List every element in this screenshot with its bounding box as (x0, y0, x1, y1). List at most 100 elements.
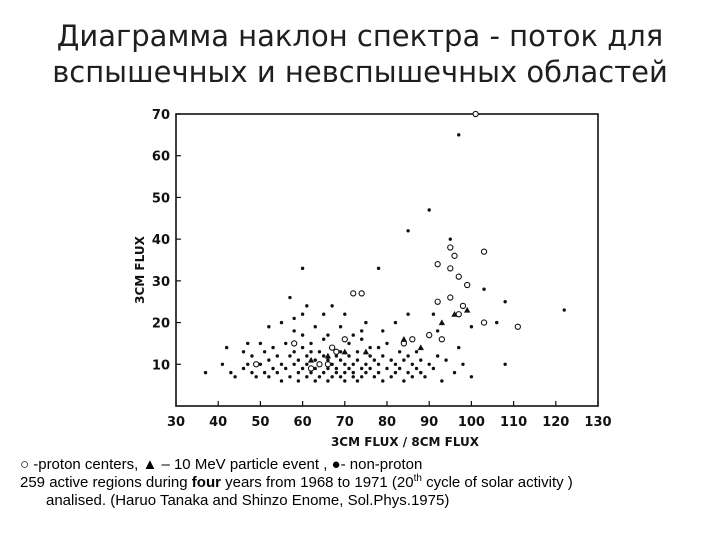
filled-point (313, 366, 317, 371)
filled-point (322, 312, 326, 316)
filled-point (351, 333, 355, 337)
caption-text-part: years from 1968 to 1971 (20 (220, 474, 414, 491)
y-tick-label: 40 (152, 233, 170, 248)
filled-point (296, 370, 301, 375)
filled-point (368, 354, 372, 358)
open-point (307, 365, 315, 372)
filled-point (292, 329, 296, 333)
filled-point (444, 358, 448, 362)
filled-point (427, 208, 431, 212)
filled-point (452, 370, 457, 375)
filled-point (364, 362, 368, 366)
x-tick-label: 70 (336, 415, 354, 430)
filled-point (275, 370, 279, 375)
triangle-point (438, 319, 446, 326)
filled-point (457, 133, 461, 137)
filled-point (364, 320, 368, 325)
filled-point (389, 375, 393, 379)
filled-point (351, 375, 355, 379)
open-point (464, 281, 471, 289)
filled-point (414, 366, 419, 371)
caption-bold-word: four (191, 474, 221, 491)
filled-point (296, 379, 301, 383)
filled-point (334, 354, 339, 358)
filled-point (355, 358, 360, 362)
open-point (455, 273, 462, 280)
filled-point (347, 341, 351, 346)
caption-superscript: th (413, 473, 422, 484)
filled-point (457, 345, 461, 350)
triangle-point (417, 344, 424, 351)
filled-point (402, 358, 406, 362)
open-point (447, 244, 454, 251)
filled-point (397, 366, 402, 371)
filled-point (292, 350, 296, 354)
open-point (447, 294, 454, 301)
filled-point (250, 370, 254, 375)
filled-point (381, 329, 385, 333)
filled-point (203, 370, 208, 375)
y-tick-label: 50 (152, 191, 170, 206)
filled-point (267, 375, 271, 379)
filled-point (448, 237, 452, 241)
filled-point (233, 375, 237, 379)
title-line-1: Диаграмма наклон спектра - поток для (56, 19, 664, 53)
filled-point (406, 312, 410, 316)
filled-point (355, 350, 360, 354)
filled-point (292, 316, 296, 321)
filled-point (431, 366, 436, 371)
x-tick-label: 60 (294, 415, 312, 430)
filled-point (326, 366, 330, 371)
filled-point (347, 366, 351, 371)
filled-point (393, 320, 398, 325)
open-point (451, 252, 458, 259)
filled-point (279, 379, 284, 383)
filled-point (351, 362, 355, 366)
triangle-point (307, 356, 315, 363)
open-point (350, 290, 357, 297)
caption: ○ -proton centers, ▲ – 10 MeV particle e… (20, 456, 710, 510)
open-point (316, 361, 323, 368)
y-tick-label: 10 (152, 358, 170, 373)
filled-point (435, 329, 440, 333)
open-point (253, 361, 260, 368)
scatter-chart-svg: 30 40 50 60 70 80 90 100 110 120 130 10 20 30 40 50 60 7… (122, 100, 614, 450)
filled-point (305, 304, 309, 308)
open-point (434, 298, 441, 305)
filled-point (296, 358, 301, 362)
filled-point (241, 350, 246, 354)
triangle-point (451, 311, 458, 317)
x-tick-label: 130 (584, 415, 611, 430)
chart-background (122, 100, 614, 450)
y-tick-label: 60 (152, 150, 170, 165)
filled-point (338, 375, 343, 379)
filled-point (385, 366, 389, 371)
filled-point (305, 375, 309, 379)
filled-point (317, 350, 322, 354)
y-axis-ticks: 10 20 30 40 50 60 70 (152, 108, 181, 373)
caption-source-line: analised. (Haruo Tanaka and Shinzo Enome… (46, 492, 450, 509)
filled-point (309, 341, 313, 346)
filled-point (368, 366, 372, 371)
y-axis-label: 3CM FLUX (133, 235, 147, 303)
filled-point (292, 362, 296, 366)
open-point (514, 323, 521, 330)
x-axis-ticks: 30 40 50 60 70 80 90 100 110 120 130 (167, 401, 612, 430)
x-tick-label: 50 (251, 415, 269, 430)
filled-point (313, 379, 317, 383)
filled-point (482, 287, 486, 291)
x-tick-label: 80 (378, 415, 396, 430)
caption-text-part: 259 active regions during (20, 474, 192, 491)
x-tick-label: 110 (500, 415, 527, 430)
open-point (333, 348, 340, 355)
open-point (324, 361, 332, 368)
filled-point (393, 362, 398, 366)
open-point (472, 110, 479, 118)
filled-point (284, 341, 288, 346)
filled-point (250, 354, 254, 358)
filled-point (343, 362, 347, 366)
triangle-point (341, 348, 348, 355)
triangle-point (463, 306, 471, 313)
open-point (480, 248, 488, 255)
filled-point (343, 379, 347, 383)
